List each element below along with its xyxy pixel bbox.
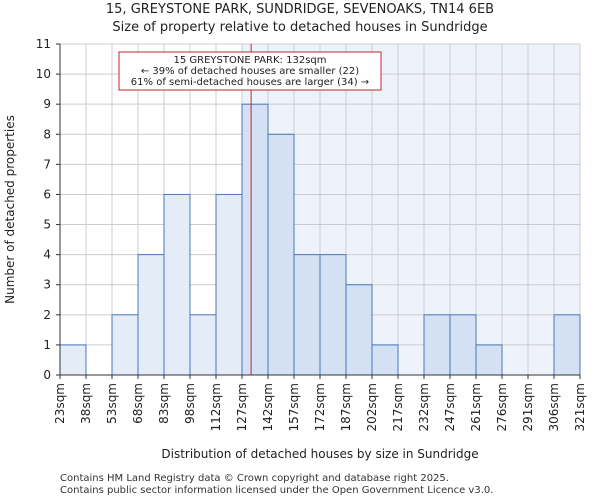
bar [293,254,321,376]
x-tick-label: 38sqm [79,383,93,424]
x-tick-label: 232sqm [417,383,431,431]
y-axis-title: Number of detached properties [3,115,17,304]
chart-subtitle: Size of property relative to detached ho… [112,20,488,35]
bar [319,254,347,376]
y-tick-label: 3 [43,278,51,292]
y-tick-label: 6 [43,187,51,201]
bar [423,314,451,376]
x-tick-label: 172sqm [313,383,327,431]
bar [111,314,139,376]
annotation-line-2: ← 39% of detached houses are smaller (22… [141,66,359,77]
chart-title: 15, GREYSTONE PARK, SUNDRIDGE, SEVENOAKS… [105,2,495,17]
bar [163,193,191,376]
y-tick-label: 11 [36,37,51,51]
bar [215,193,243,376]
bar [59,344,87,376]
x-tick-label: 187sqm [339,383,353,431]
x-tick-label: 112sqm [209,383,223,431]
x-tick-label: 53sqm [105,383,119,424]
footer-line-1: Contains HM Land Registry data © Crown c… [60,473,449,484]
x-tick-label: 306sqm [547,383,561,431]
x-tick-label: 142sqm [261,383,275,431]
x-tick-label: 276sqm [495,383,509,431]
x-tick-label: 23sqm [53,383,67,424]
y-tick-label: 1 [43,338,51,352]
annotation-box [118,51,382,91]
x-tick-label: 127sqm [235,383,249,431]
bar [475,344,503,376]
footer-line-2: Contains public sector information licen… [60,485,494,496]
x-tick-label: 217sqm [391,383,405,431]
x-tick-label: 291sqm [521,383,535,431]
x-tick-label: 98sqm [183,383,197,424]
bar [345,284,373,376]
x-tick-label: 68sqm [131,383,145,424]
y-tick-label: 2 [43,308,51,322]
bar [371,344,399,376]
x-tick-label: 157sqm [287,383,301,431]
bar [189,314,217,376]
bar [267,133,295,376]
y-tick-label: 4 [43,248,51,262]
bar [449,314,477,376]
x-tick-label: 83sqm [157,383,171,424]
y-tick-label: 5 [43,218,51,232]
bar [137,254,165,376]
x-tick-label: 321sqm [573,383,587,431]
bar [241,103,269,376]
x-axis-title: Distribution of detached houses by size … [161,447,478,461]
y-tick-label: 10 [36,67,51,81]
x-tick-label: 247sqm [443,383,457,431]
y-tick-label: 9 [43,97,51,111]
y-tick-label: 8 [43,127,51,141]
annotation-line-1: 15 GREYSTONE PARK: 132sqm [173,55,326,66]
x-tick-label: 261sqm [469,383,483,431]
y-tick-label: 7 [43,157,51,171]
y-tick-label: 0 [43,368,51,382]
annotation-line-3: 61% of semi-detached houses are larger (… [131,77,369,88]
x-tick-label: 202sqm [365,383,379,431]
bar [553,314,581,376]
